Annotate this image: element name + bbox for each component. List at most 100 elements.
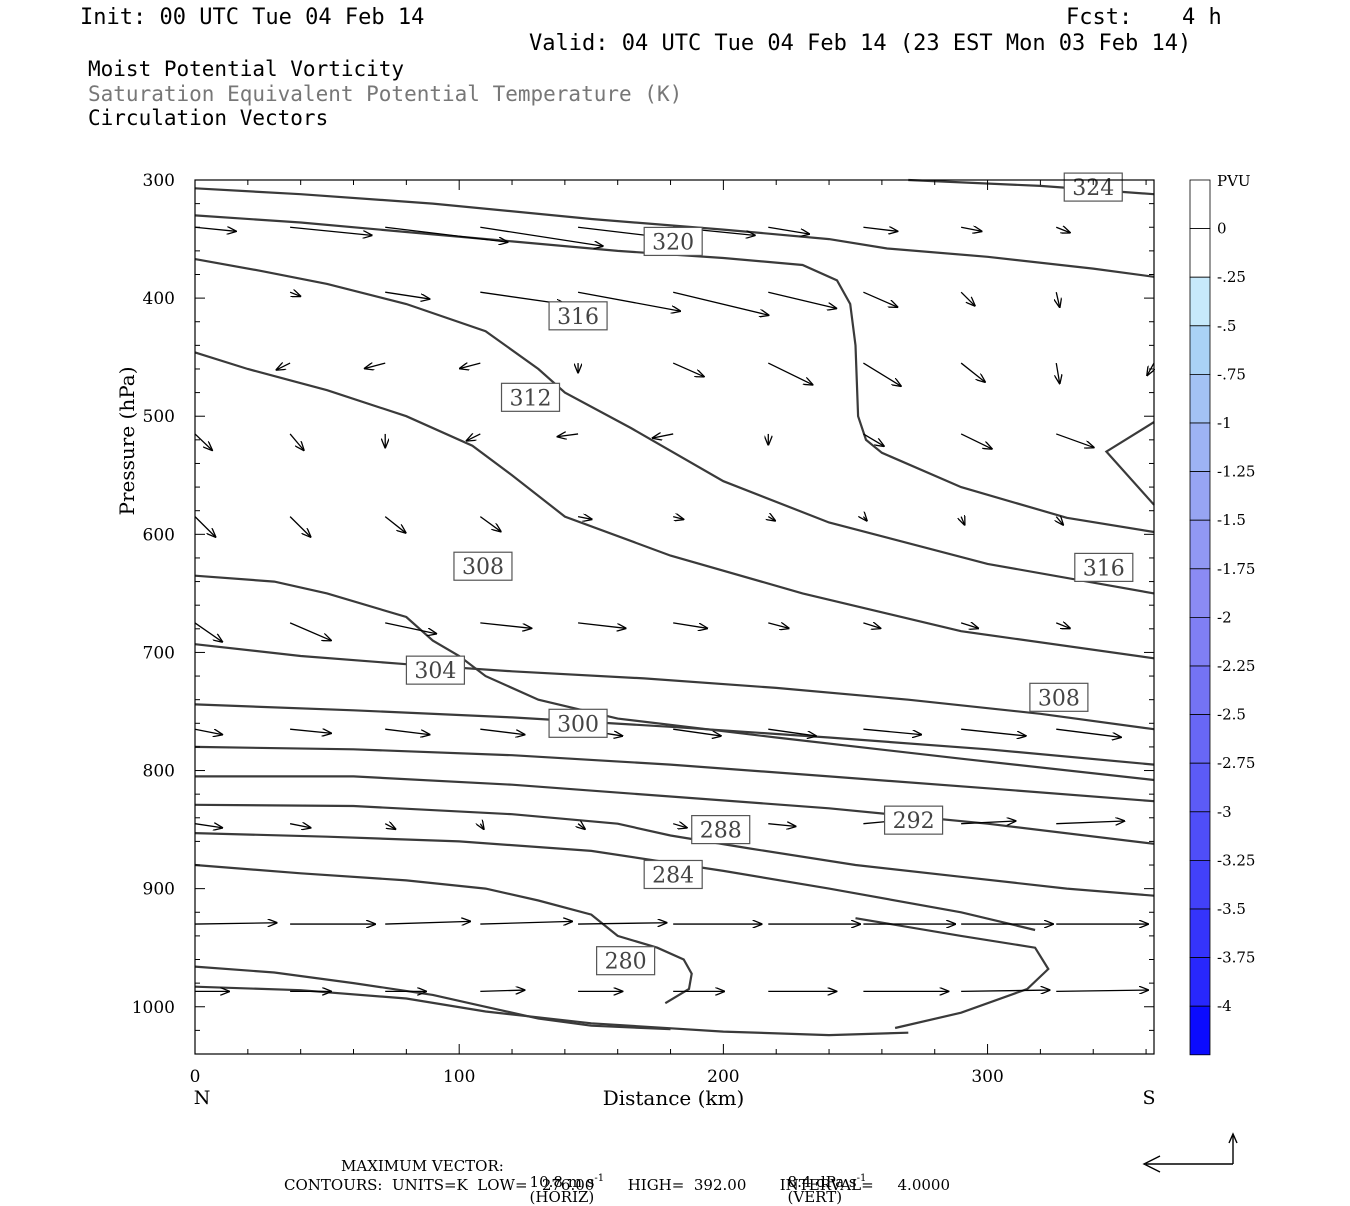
circulation-vector [961, 728, 1026, 736]
colorbar-swatch [1189, 179, 1211, 229]
circulation-vector [479, 516, 500, 532]
contour-label-frame [643, 859, 703, 890]
contour-label-box: 324 [1063, 172, 1123, 202]
circulation-vector [1056, 433, 1093, 448]
x-end-label-south: S [1142, 1087, 1155, 1109]
colorbar-swatch [1189, 714, 1211, 764]
x-tick-label: 200 [707, 1067, 739, 1087]
circulation-vector [768, 728, 816, 736]
circulation-vector [577, 291, 680, 311]
circulation-vector [194, 728, 222, 734]
circulation-vector [673, 291, 768, 315]
circulation-vector [277, 363, 291, 370]
contour-line-284 [194, 832, 1036, 932]
contour-label-box: 308 [453, 551, 513, 581]
contour-label-box: 280 [596, 946, 656, 976]
plot-frame [194, 179, 1155, 1055]
circulation-vector [1056, 623, 1070, 628]
max-vector-label: MAXIMUM VECTOR: [341, 1157, 504, 1175]
y-tick-label: 600 [143, 525, 175, 545]
circulation-vector [194, 824, 222, 828]
circulation-vector [194, 516, 215, 537]
contour-label-box: 320 [643, 226, 703, 257]
y-tick-label: 400 [143, 289, 175, 309]
circulation-vector [385, 291, 429, 299]
colorbar-swatch [1189, 276, 1211, 327]
y-tick-label: 300 [143, 171, 175, 191]
colorbar-swatch [1189, 811, 1211, 861]
contour-line-320 [1104, 421, 1155, 506]
circulation-vector [1056, 821, 1124, 824]
field-label-mpv: Moist Potential Vorticity [88, 57, 405, 81]
forecast-label: Fcst: [1066, 5, 1133, 30]
max-vector-vert-value: 8.4 dPa s [787, 1173, 857, 1191]
colorbar-label: -2.5 [1217, 706, 1246, 724]
colorbar-swatch [1189, 373, 1211, 424]
circulation-vector [194, 622, 222, 642]
colorbar-swatch [1189, 1005, 1211, 1056]
contour-line-320 [194, 214, 1155, 534]
circulation-vector [961, 227, 981, 231]
colorbar-label: -.75 [1217, 365, 1246, 383]
vert-unit-exponent: -1 [856, 1173, 867, 1184]
init-time: Init: 00 UTC Tue 04 Feb 14 [80, 5, 425, 30]
contour-label-box: 304 [405, 655, 466, 685]
colorbar-swatch [1189, 665, 1211, 715]
field-label-theta-es: Saturation Equivalent Potential Temperat… [88, 82, 683, 106]
colorbar-label: -1.25 [1217, 463, 1255, 481]
colorbar-swatch [1189, 908, 1211, 958]
circulation-vector [768, 226, 809, 234]
colorbar-label: -3.5 [1217, 900, 1246, 918]
circulation-vector [1056, 292, 1059, 307]
contour-line-292 [195, 775, 1155, 845]
circulation-vector [290, 226, 372, 235]
contour-label-frame [643, 226, 703, 257]
y-tick-label: 700 [143, 643, 175, 663]
circulation-vector [480, 728, 524, 734]
contour-label-text: 308 [462, 555, 504, 580]
contour-label-text: 316 [1083, 556, 1125, 581]
circulation-vector [863, 291, 897, 307]
y-tick-label: 1000 [132, 998, 175, 1018]
colorbar-label: -4 [1217, 997, 1232, 1015]
circulation-vector [1056, 362, 1059, 383]
contour-label-frame [1063, 172, 1123, 202]
circulation-vector [577, 517, 592, 520]
colorbar-swatch [1189, 519, 1211, 570]
circulation-vector [289, 824, 310, 828]
contour-label-box: 316 [1074, 552, 1134, 582]
contour-line-312 [194, 351, 1155, 660]
circulation-vector [673, 622, 707, 628]
contour-label-box: 312 [500, 382, 561, 412]
circulation-vector [768, 362, 812, 385]
circulation-vector [653, 434, 674, 438]
x-end-label-north: N [194, 1087, 211, 1109]
circulation-vector [961, 990, 1049, 991]
circulation-vector [289, 292, 300, 296]
circulation-vector [385, 728, 429, 734]
circulation-vector [863, 227, 897, 231]
contour-label-frame [596, 946, 656, 976]
contour-line-276 [855, 917, 1050, 1030]
colorbar-label: -2.75 [1217, 754, 1255, 772]
contours-info: CONTOURS: UNITS=K LOW= 276.00 HIGH= 392.… [284, 1176, 950, 1194]
colorbar-swatch [1189, 860, 1211, 910]
colorbar-label: -1.75 [1217, 560, 1255, 578]
colorbar-label: -.5 [1217, 317, 1236, 335]
circulation-vector [961, 821, 1015, 824]
x-axis-label: Distance (km) [603, 1086, 745, 1110]
circulation-vector [768, 824, 795, 827]
valid-time: Valid: 04 UTC Tue 04 Feb 14 (23 EST Mon … [529, 31, 1192, 56]
circulation-vector [480, 990, 524, 991]
contour-label-text: 300 [557, 712, 599, 737]
contour-label-frame [1029, 682, 1089, 712]
colorbar-label: -1 [1217, 414, 1232, 432]
circulation-vector [960, 623, 978, 628]
colorbar-label: -1.5 [1217, 511, 1246, 529]
circulation-vector [467, 434, 481, 441]
contour-label-box: 284 [643, 859, 703, 890]
circulation-vector [768, 291, 836, 308]
contour-label-frame [691, 814, 751, 845]
circulation-vector [1056, 227, 1070, 232]
circulation-vector [194, 227, 236, 231]
